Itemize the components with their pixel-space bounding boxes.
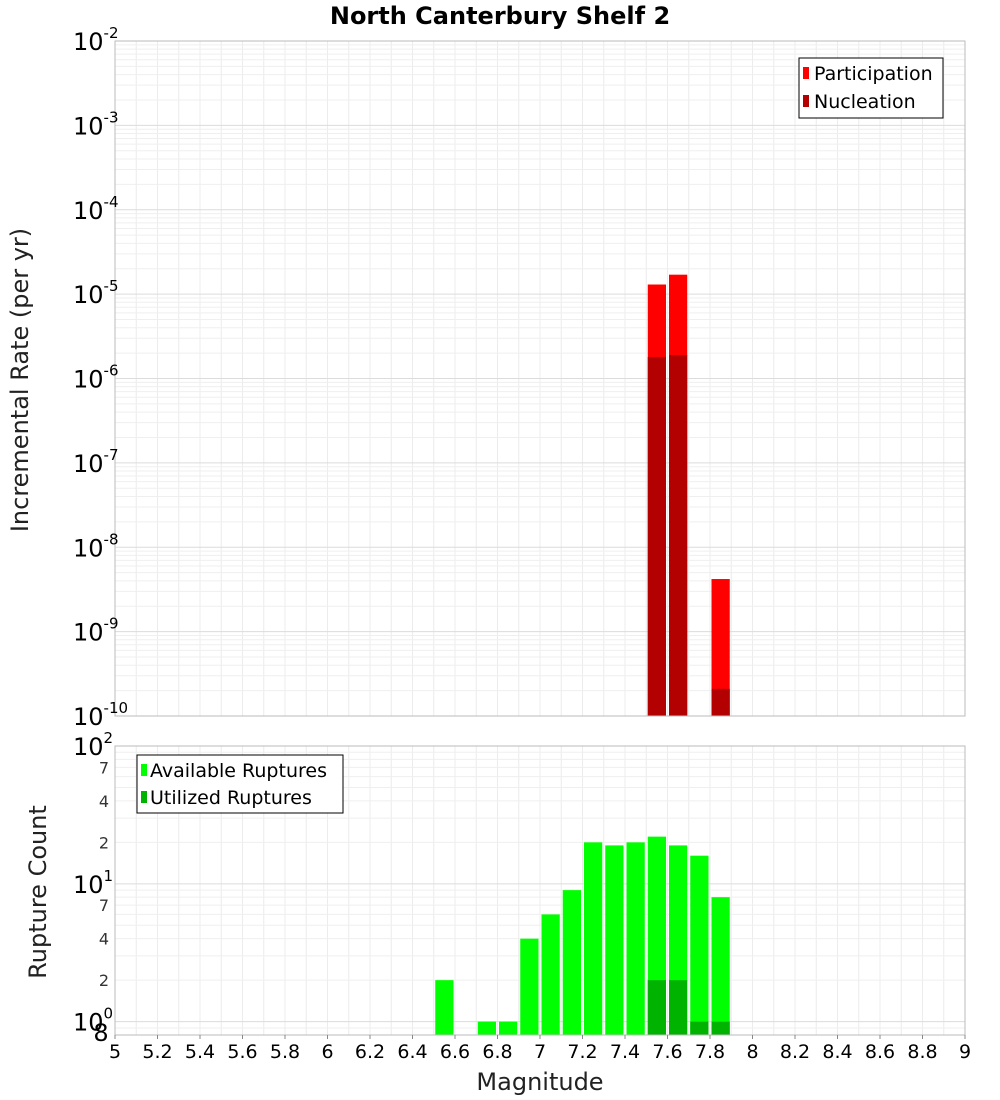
y-tick-label: 10-7 [73,446,119,478]
x-tick-label: 6.2 [355,1041,385,1063]
x-tick-label: 7.6 [652,1041,682,1063]
available-ruptures-bar [605,845,624,1035]
available-ruptures-bar [520,938,539,1035]
legend-label-participation: Participation [814,63,933,85]
available-ruptures-bar [541,914,560,1035]
x-tick-label: 9 [959,1041,971,1063]
bottom-panel-bars [435,836,730,1035]
participation-bar [711,579,730,716]
nucleation-bar [669,354,688,716]
y-tick-label: 10-5 [73,277,119,309]
utilized-ruptures-bar [647,980,666,1035]
x-tick-label: 5.2 [142,1041,172,1063]
legend-label-utilized: Utilized Ruptures [150,787,312,809]
x-tick-label: 7.8 [695,1041,725,1063]
bottom-y-axis-label: Rupture Count [24,805,52,979]
utilized-ruptures-bar [669,980,688,1035]
y-tick-label: 10-4 [73,193,119,225]
available-ruptures-bar [499,1021,518,1035]
y-tick-label: 10-10 [73,699,128,731]
utilized-ruptures-bar [690,1021,709,1035]
y-tick-label: 10-6 [73,362,119,394]
x-tick-label: 7.2 [567,1041,597,1063]
x-tick-label: 5.6 [227,1041,257,1063]
top-panel-grid [114,41,966,717]
top-legend: Participation Nucleation [798,57,944,119]
nucleation-bar [711,688,730,716]
y-minor-tick-label: 2 [99,971,109,990]
y-minor-tick-label: 8 [93,1019,108,1047]
bottom-panel-y-ticks: 102 101 100 7 4 2 7 4 2 8 [73,729,113,1047]
available-ruptures-bar [435,980,454,1035]
x-tick-label: 6 [321,1041,333,1063]
y-minor-tick-label: 7 [99,896,109,915]
x-axis-ticks: 5 5.2 5.4 5.6 5.8 6 6.2 6.4 6.6 6.8 7 7.2 7.4 7.6 7.8 8… [109,1035,971,1063]
available-ruptures-bar [584,842,603,1035]
legend-swatch-utilized [141,791,147,803]
bottom-legend: Available Ruptures Utilized Ruptures [136,754,344,814]
top-y-axis-label: Incremental Rate (per yr) [6,228,34,532]
x-tick-label: 5.8 [270,1041,300,1063]
y-minor-tick-label: 4 [99,930,109,949]
x-tick-label: 8 [746,1041,758,1063]
available-ruptures-bar [626,842,645,1035]
x-tick-label: 5 [109,1041,121,1063]
legend-label-nucleation: Nucleation [814,91,916,113]
utilized-ruptures-bar [711,1021,730,1035]
y-tick-label: 10-2 [73,24,119,56]
x-tick-label: 5.4 [185,1041,215,1063]
y-tick-label: 10-8 [73,530,119,562]
y-tick-label: 102 [73,729,113,761]
x-tick-label: 7.4 [610,1041,640,1063]
y-tick-label: 100 [73,1005,113,1037]
x-tick-label: 6.8 [482,1041,512,1063]
x-tick-label: 8.4 [822,1041,852,1063]
y-tick-label: 10-9 [73,615,119,647]
available-ruptures-bar [690,855,709,1035]
x-tick-label: 6.4 [397,1041,427,1063]
legend-swatch-nucleation [803,95,809,107]
y-minor-tick-label: 4 [99,792,109,811]
x-axis-label: Magnitude [476,1068,603,1096]
available-ruptures-bar [562,890,581,1035]
x-tick-label: 6.6 [440,1041,470,1063]
legend-swatch-available [141,764,147,776]
x-tick-label: 8.8 [907,1041,937,1063]
y-minor-tick-label: 2 [99,833,109,852]
available-ruptures-bar [477,1021,496,1035]
x-tick-label: 7 [534,1041,546,1063]
chart-title: North Canterbury Shelf 2 [330,2,670,30]
top-panel-frame [114,40,966,717]
legend-swatch-participation [803,67,809,79]
y-tick-label: 101 [73,867,113,899]
y-tick-label: 10-3 [73,108,119,140]
legend-label-available: Available Ruptures [150,760,327,782]
nucleation-bar [647,356,666,716]
x-tick-label: 8.2 [780,1041,810,1063]
available-ruptures-bar [711,897,730,1035]
top-panel-bars [647,274,730,716]
x-tick-label: 8.6 [865,1041,895,1063]
y-minor-tick-label: 7 [99,758,109,777]
top-panel-y-ticks: 10-2 10-3 10-4 10-5 10-6 10-7 10-8 10-9 10-10 [73,24,128,731]
